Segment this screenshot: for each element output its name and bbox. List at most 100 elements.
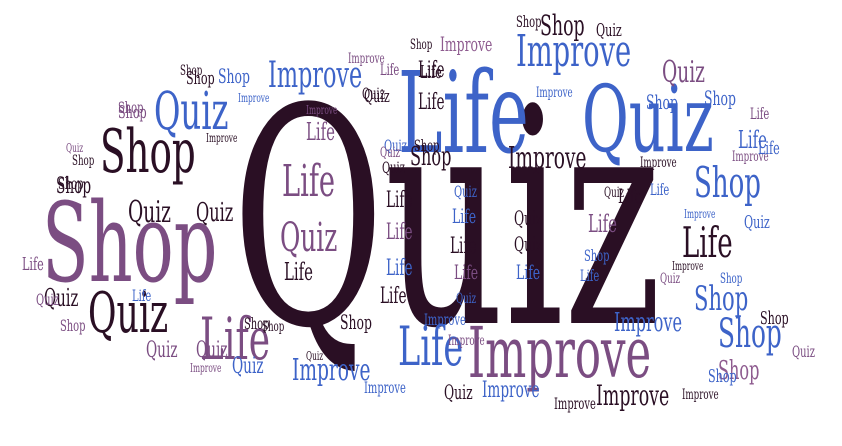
- word-quiz: Quiz: [154, 82, 229, 142]
- word-improve: Improve: [684, 207, 716, 221]
- word-life: Life: [398, 49, 529, 179]
- word-quiz: Quiz: [382, 158, 405, 177]
- word-quiz: Quiz: [514, 232, 543, 256]
- word-life: Life: [418, 58, 445, 83]
- word-life: Life: [750, 104, 770, 123]
- word-improve: Improve: [292, 353, 371, 388]
- word-shop: Shop: [694, 158, 761, 207]
- word-quiz: Quiz: [792, 342, 815, 361]
- word-improve: Improve: [238, 91, 270, 105]
- word-shop: Shop: [718, 311, 782, 357]
- word-improve: Improve: [190, 361, 222, 375]
- word-shop: Shop: [410, 37, 433, 53]
- word-improve: Improve: [306, 103, 338, 117]
- word-quiz: Quiz: [456, 291, 477, 307]
- word-quiz: Quiz: [604, 185, 625, 201]
- word-life: Life: [650, 180, 670, 199]
- word-improve: Improve: [424, 310, 466, 329]
- word-life: Life: [284, 258, 313, 286]
- word-life: Life: [516, 260, 541, 284]
- word-life: Life: [420, 62, 442, 83]
- word-improve: Improve: [468, 312, 652, 394]
- word-quiz: Quiz: [44, 284, 79, 312]
- word-shop: Shop: [180, 63, 203, 79]
- word-shop: Shop: [58, 174, 84, 193]
- word-shop: Shop: [718, 356, 760, 386]
- word-life: Life: [132, 286, 152, 305]
- word-improve: Improve: [268, 55, 363, 96]
- word-shop: Shop: [244, 314, 270, 333]
- word-quiz: Quiz: [362, 84, 385, 103]
- word-quiz: Quiz: [306, 349, 324, 363]
- word-quiz: Quiz: [88, 281, 169, 346]
- word-improve: Improve: [348, 51, 385, 67]
- word-life: Life: [282, 156, 336, 207]
- word-quiz: Quiz: [596, 20, 622, 41]
- word-improve: Improve: [554, 394, 596, 413]
- word-life: Life: [200, 305, 270, 373]
- word-quiz: Quiz: [232, 45, 662, 394]
- word-life: Life: [450, 234, 477, 259]
- word-life: Life: [758, 138, 780, 159]
- word-shop: Shop: [186, 68, 215, 89]
- word-quiz: Quiz: [196, 198, 234, 228]
- word-quiz: Quiz: [146, 338, 178, 363]
- word-improve: Improve: [206, 131, 238, 145]
- word-quiz: Quiz: [444, 380, 473, 404]
- word-quiz: Quiz: [744, 212, 770, 233]
- word-shop: Shop: [118, 102, 147, 123]
- word-improve: Improve: [682, 387, 719, 403]
- word-life: Life: [588, 210, 617, 238]
- word-shop: Shop: [516, 12, 542, 31]
- word-improve: Improve: [448, 333, 485, 349]
- word-life: Life: [386, 256, 413, 281]
- word-shop: Shop: [118, 98, 144, 117]
- word-life: Life: [580, 266, 600, 285]
- word-shop: Shop: [262, 319, 285, 335]
- word-quiz: Quiz: [280, 215, 338, 261]
- word-shop: Shop: [60, 316, 86, 335]
- word-shop: Shop: [340, 310, 372, 334]
- word-shop: Shop: [218, 64, 250, 88]
- word-life: Life: [418, 90, 445, 115]
- word-shop: Shop: [708, 366, 737, 387]
- word-shop: Shop: [704, 86, 736, 110]
- word-shop: Shop: [694, 279, 749, 319]
- word-shop: Shop: [414, 136, 440, 155]
- word-quiz: Quiz: [380, 145, 401, 161]
- word-shop: Shop: [540, 9, 585, 42]
- word-shop: Shop: [56, 174, 92, 199]
- word-life: Life: [386, 188, 413, 213]
- word-life: Life: [452, 204, 477, 228]
- word-quiz: Quiz: [454, 182, 477, 201]
- word-improve: Improve: [482, 378, 540, 403]
- word-life: Life: [738, 126, 767, 154]
- word-quiz: Quiz: [128, 195, 171, 230]
- word-improve: Improve: [440, 32, 493, 56]
- word-improve: Improve: [672, 259, 704, 273]
- word-shop: Shop: [410, 142, 452, 172]
- word-life: Life: [398, 315, 464, 378]
- word-shop: Shop: [760, 308, 789, 329]
- word-shop: Shop: [584, 246, 610, 265]
- word-improve: Improve: [508, 141, 587, 176]
- word-improve: Improve: [516, 26, 632, 77]
- word-improve: Improve: [640, 155, 677, 171]
- word-life: Life: [22, 254, 44, 275]
- word-life: Life: [618, 184, 643, 208]
- word-improve: Improve: [536, 85, 573, 101]
- word-shop: Shop: [646, 90, 678, 114]
- word-life: Life: [682, 218, 733, 267]
- word-quiz: Quiz: [662, 55, 705, 90]
- word-shop: Shop: [100, 117, 196, 187]
- word-improve: Improve: [364, 378, 406, 397]
- word-quiz: Quiz: [196, 338, 228, 363]
- word-improve: Improve: [614, 308, 683, 338]
- word-quiz: Quiz: [364, 86, 390, 107]
- word-improve: Improve: [596, 379, 670, 412]
- word-quiz: Quiz: [660, 271, 681, 287]
- word-shop: Shop: [720, 271, 743, 287]
- word-improve: Improve: [732, 149, 769, 165]
- word-quiz: Quiz: [582, 66, 714, 173]
